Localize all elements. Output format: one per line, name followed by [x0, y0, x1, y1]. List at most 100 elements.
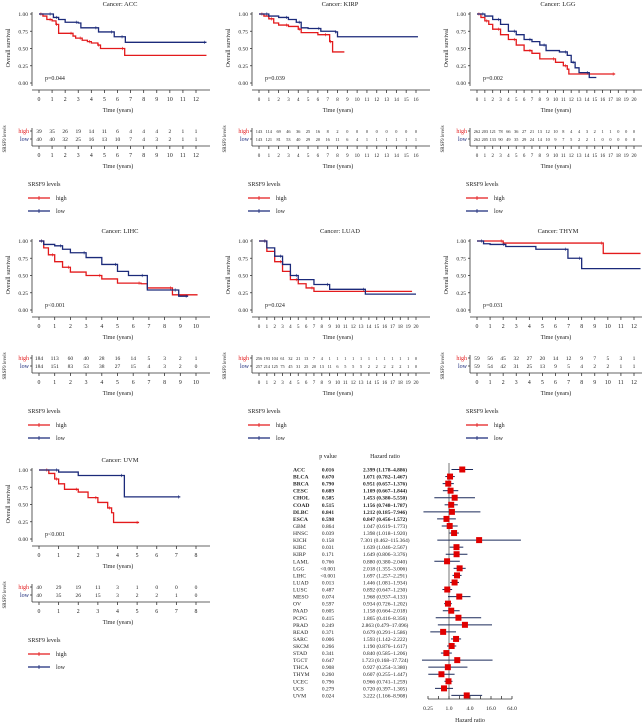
- p-value: p=0.044: [45, 76, 65, 82]
- y-tick-label: 0.50: [238, 47, 248, 53]
- risk-x-tick-label: 5: [136, 609, 139, 615]
- survival-curve-high: [477, 13, 616, 75]
- cancer-label: SARC: [293, 637, 308, 643]
- cancer-label: COAD: [293, 503, 309, 509]
- x-tick-label: 6: [132, 324, 135, 330]
- x-tick-label: 2: [502, 324, 505, 330]
- risk-count-high: 0: [346, 129, 348, 134]
- risk-count-high: 32: [514, 356, 520, 362]
- risk-x-tick-label: 17: [390, 381, 396, 386]
- x-tick-label: 4: [116, 553, 119, 559]
- forest-row-lusc: LUSC 0.487 0.892 (0.647–1.230): [293, 586, 453, 594]
- risk-count-high: 2: [179, 356, 182, 362]
- risk-x-tick-label: 8: [142, 153, 145, 159]
- hazard-ratio-marker: [454, 657, 461, 664]
- y-tick-label: 0.75: [18, 485, 28, 491]
- forest-x-tick-label: 4.0: [467, 706, 474, 712]
- legend-title: SRSF9 levels: [28, 409, 61, 415]
- survival-curve-high: [259, 240, 413, 293]
- cancer-label: CHOL: [293, 496, 310, 502]
- legend-label-high: high: [56, 423, 67, 429]
- risk-row-label-high: high: [18, 129, 29, 135]
- forest-row-lihc: LIHC <0.001 1.697 (1.257–2.291): [293, 572, 462, 579]
- risk-count-low: 1: [407, 364, 409, 369]
- km-panel-lgg: Cancer: LGG 0.00 0.25 0.50 0.75 1.00 Overall s…: [441, 1, 642, 215]
- cancer-label: UCS: [293, 686, 304, 692]
- forest-row-acc: ACC 0.016 2.399 (1.178–4.886): [293, 466, 474, 474]
- risk-x-tick-label: 0: [38, 153, 41, 159]
- x-tick-label: 5: [136, 553, 139, 559]
- risk-count-low: 1: [620, 364, 623, 370]
- x-tick-label: 7: [175, 553, 178, 559]
- p-value: 0.790: [322, 482, 334, 488]
- risk-x-tick-label: 3: [85, 380, 88, 386]
- risk-count-low: 0: [625, 137, 627, 142]
- risk-x-tick-label: 13: [359, 381, 365, 386]
- cancer-label: THCA: [293, 665, 308, 671]
- risk-row-label-low: low: [240, 364, 250, 370]
- x-tick-label: 11: [618, 324, 624, 330]
- risk-x-tick-label: 8: [336, 154, 339, 159]
- x-tick-label: 16: [414, 98, 420, 103]
- panel-title: Cancer: LGG: [540, 1, 576, 8]
- risk-x-tick-label: 1: [489, 380, 492, 386]
- risk-count-high: 20: [540, 356, 546, 362]
- risk-count-low: 184: [35, 364, 44, 370]
- y-axis-label: Overall survival: [226, 28, 232, 67]
- y-tick-label: 1.00: [456, 12, 466, 18]
- risk-row-label-high: high: [456, 356, 467, 362]
- hazard-ratio-marker: [448, 508, 455, 515]
- y-axis-label: Overall survival: [226, 255, 232, 294]
- risk-x-tick-label: 11: [343, 381, 348, 386]
- risk-x-tick-label: 9: [155, 153, 158, 159]
- risk-count-high: 5: [148, 356, 151, 362]
- x-tick-label: 17: [390, 325, 396, 330]
- risk-count-high: 21: [530, 129, 534, 134]
- x-tick-label: 9: [346, 98, 349, 103]
- risk-x-tick-label: 13: [384, 154, 390, 159]
- risk-x-tick-label: 5: [307, 154, 310, 159]
- cancer-label: BRCA: [293, 482, 309, 488]
- risk-count-high: 6: [116, 129, 119, 135]
- x-tick-label: 9: [546, 98, 549, 103]
- y-tick-label: 0.00: [456, 308, 466, 314]
- p-value: 0.266: [322, 644, 334, 650]
- risk-count-high: 1: [195, 129, 198, 135]
- risk-table-label: SRSF9 levels: [3, 352, 8, 379]
- risk-count-high: 13: [538, 129, 542, 134]
- x-tick-label: 4: [289, 325, 292, 330]
- risk-count-high: 36: [296, 129, 301, 134]
- risk-x-tick-label: 1: [51, 153, 54, 159]
- risk-count-low: 1: [376, 137, 378, 142]
- y-tick-label: 0.50: [456, 47, 466, 53]
- risk-row-label-low: low: [458, 137, 468, 143]
- x-tick-label: 3: [96, 553, 99, 559]
- risk-table-label: SRSF9 levels: [441, 125, 446, 152]
- risk-count-low: 2: [399, 364, 401, 369]
- panel-title: Cancer: LIHC: [101, 228, 138, 235]
- x-tick-label: 1: [57, 553, 60, 559]
- x-tick-label: 4: [297, 98, 300, 103]
- risk-count-high: 19: [76, 129, 82, 135]
- risk-count-high: 13: [304, 356, 308, 361]
- risk-count-low: 5: [352, 364, 354, 369]
- x-tick-label: 11: [343, 325, 348, 330]
- x-tick-label: 5: [297, 325, 300, 330]
- risk-count-high: 26: [62, 129, 68, 135]
- risk-count-high: 1: [609, 129, 611, 134]
- risk-count-low: 7: [129, 137, 132, 143]
- x-tick-label: 19: [624, 98, 630, 103]
- y-tick-label: 0.75: [18, 256, 28, 262]
- x-tick-label: 6: [116, 97, 119, 103]
- x-axis-label: Time (years): [541, 107, 572, 114]
- risk-x-tick-label: 4: [507, 154, 510, 159]
- p-value: 0.605: [322, 609, 334, 615]
- risk-x-tick-label: 8: [321, 381, 324, 386]
- hazard-ratio-text: 1.398 (1.018–1.920): [363, 530, 407, 537]
- risk-x-tick-label: 8: [580, 380, 583, 386]
- x-tick-label: 12: [193, 97, 199, 103]
- p-value: 0.341: [322, 651, 334, 657]
- risk-x-tick-label: 18: [398, 381, 404, 386]
- forest-row-skcm: SKCM 0.266 1.190 (0.876–1.617): [293, 643, 457, 650]
- risk-count-low: 5: [567, 364, 570, 370]
